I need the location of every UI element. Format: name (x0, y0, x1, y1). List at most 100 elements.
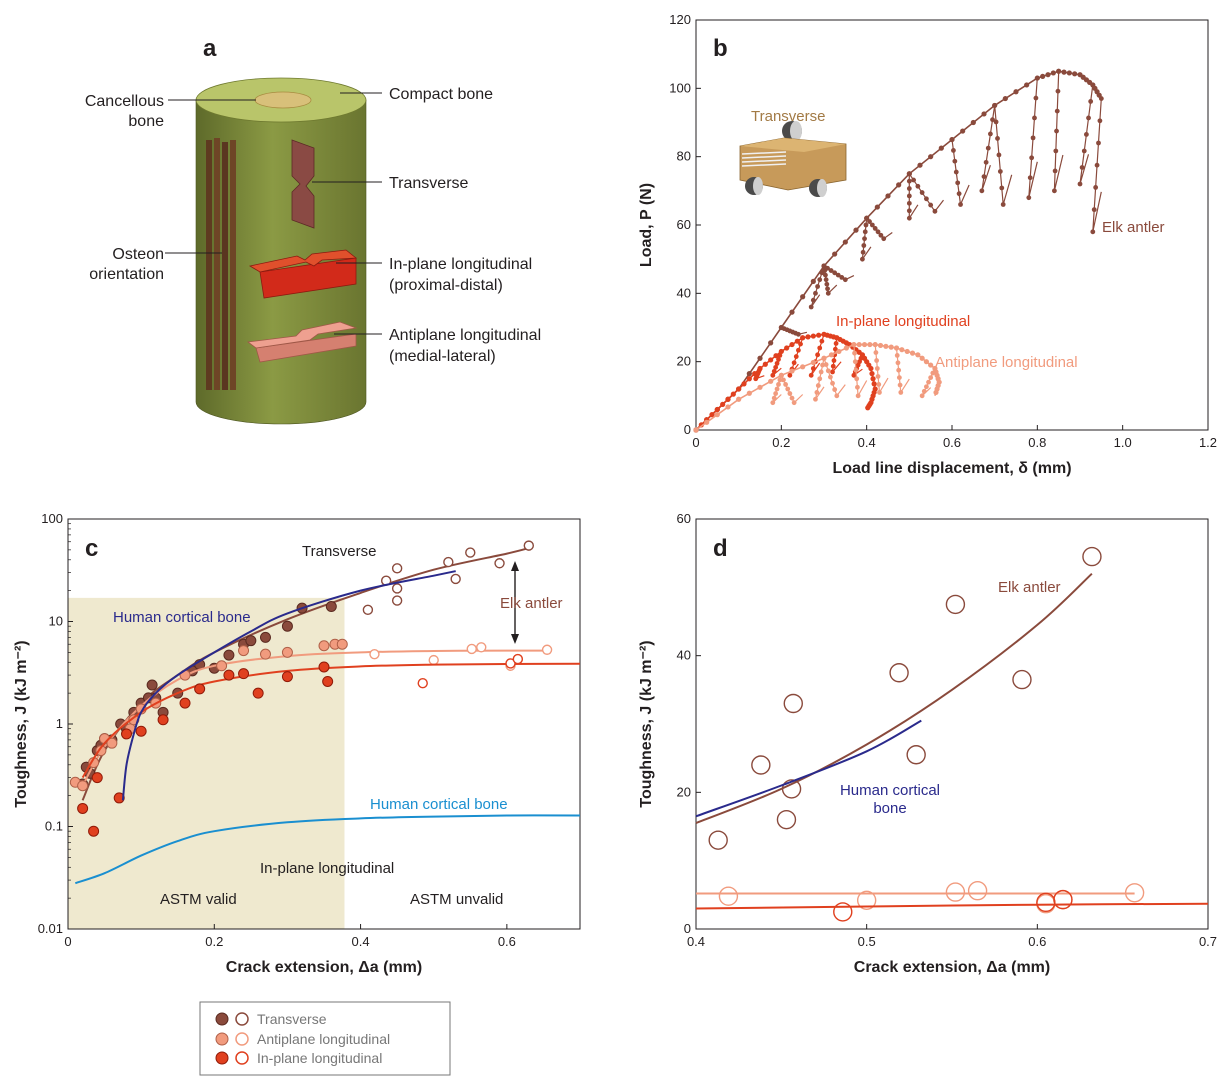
data-point (1052, 188, 1057, 194)
data-point (883, 343, 889, 349)
open-point (450, 573, 461, 585)
data-point (818, 369, 824, 375)
data-point (815, 284, 820, 289)
data-point (789, 368, 795, 374)
label-osteon-1: Osteon (112, 246, 164, 263)
data-point (832, 387, 838, 392)
data-point (693, 427, 699, 433)
osteon-rod (230, 140, 236, 390)
open-point (833, 902, 853, 922)
data-point (836, 348, 842, 355)
data-point (1050, 70, 1056, 76)
data-point (898, 390, 904, 395)
data-point (895, 360, 901, 366)
data-point (736, 396, 742, 402)
data-point (996, 152, 1002, 158)
panel-b-series (693, 68, 1104, 433)
series-transverse (695, 546, 1102, 850)
data-point (938, 145, 944, 151)
filled-point (179, 697, 191, 709)
data-point (979, 188, 985, 194)
data-point (825, 368, 831, 374)
x-tick-label: 1.2 (1199, 435, 1217, 450)
cancellous-bone-region (254, 91, 312, 109)
data-point (863, 222, 869, 228)
data-point (928, 375, 934, 381)
data-point (921, 388, 927, 394)
panel-c-ticks: 0 0.2 0.4 0.6 0.01 0.1 1 10 100 (38, 511, 516, 949)
data-point (774, 386, 780, 392)
data-point (810, 278, 816, 284)
filled-point (238, 668, 250, 680)
d-label-human-2: bone (873, 800, 906, 817)
data-point (1033, 95, 1039, 101)
panel-a: a Cancellous bone (85, 35, 541, 425)
data-point (949, 136, 955, 143)
filled-point (216, 660, 228, 672)
data-point (919, 190, 925, 195)
osteon-rod (214, 138, 220, 390)
data-point (778, 324, 784, 331)
data-point (815, 352, 820, 358)
data-point (906, 215, 912, 221)
fit-line (74, 814, 581, 885)
osteon-rod (206, 140, 212, 390)
data-point (932, 208, 938, 214)
legend-marker-antiplane-open (235, 1032, 249, 1046)
open-point (466, 643, 477, 655)
data-point (952, 158, 958, 164)
data-point (864, 215, 870, 221)
data-point (823, 272, 828, 278)
data-point (810, 333, 816, 339)
label-cancellous-1: Cancellous (85, 93, 164, 110)
data-point (906, 186, 912, 191)
data-point (915, 183, 921, 189)
data-point (1096, 140, 1101, 146)
data-point (854, 376, 860, 382)
filled-point (281, 671, 293, 683)
fit-line (121, 570, 456, 801)
data-point (1077, 181, 1083, 187)
open-point (708, 830, 728, 850)
open-point (465, 547, 476, 558)
c-label-human-inplane: Human cortical bone (370, 796, 508, 813)
data-point (1029, 155, 1035, 161)
filled-point (322, 675, 334, 687)
data-point (835, 272, 841, 278)
panel-b-label: b (713, 35, 728, 62)
panel-d-label: d (713, 535, 728, 562)
x-tick-label: 0.6 (943, 435, 961, 450)
data-point (1084, 132, 1089, 137)
y-tick-label: 20 (677, 784, 691, 799)
data-point (894, 353, 900, 358)
y-tick-label: 0 (684, 422, 691, 437)
data-point (796, 331, 801, 337)
data-point (872, 226, 878, 231)
open-point (776, 809, 797, 830)
data-point (924, 196, 929, 202)
y-tick-label: 100 (41, 511, 63, 526)
x-tick-label: 0.2 (772, 435, 790, 450)
data-point (981, 174, 987, 179)
data-point (768, 357, 774, 363)
data-point (1081, 148, 1087, 154)
osteon-rod (222, 142, 228, 390)
y-tick-label: 0.1 (45, 819, 63, 834)
filled-point (113, 792, 125, 804)
b-xlabel: Load line displacement, δ (mm) (832, 460, 1071, 477)
data-point (1055, 88, 1061, 94)
data-point (1000, 202, 1006, 207)
data-point (781, 377, 786, 383)
x-tick-label: 0.7 (1199, 934, 1217, 949)
filled-point (259, 648, 271, 660)
data-point (794, 338, 800, 344)
data-point (851, 341, 857, 348)
data-point (1040, 73, 1046, 79)
open-point (443, 556, 454, 568)
data-point (834, 393, 840, 399)
data-point (808, 372, 814, 378)
data-point (817, 376, 823, 382)
data-point (869, 222, 875, 228)
panel-c-series (69, 540, 581, 885)
data-point (885, 193, 891, 199)
